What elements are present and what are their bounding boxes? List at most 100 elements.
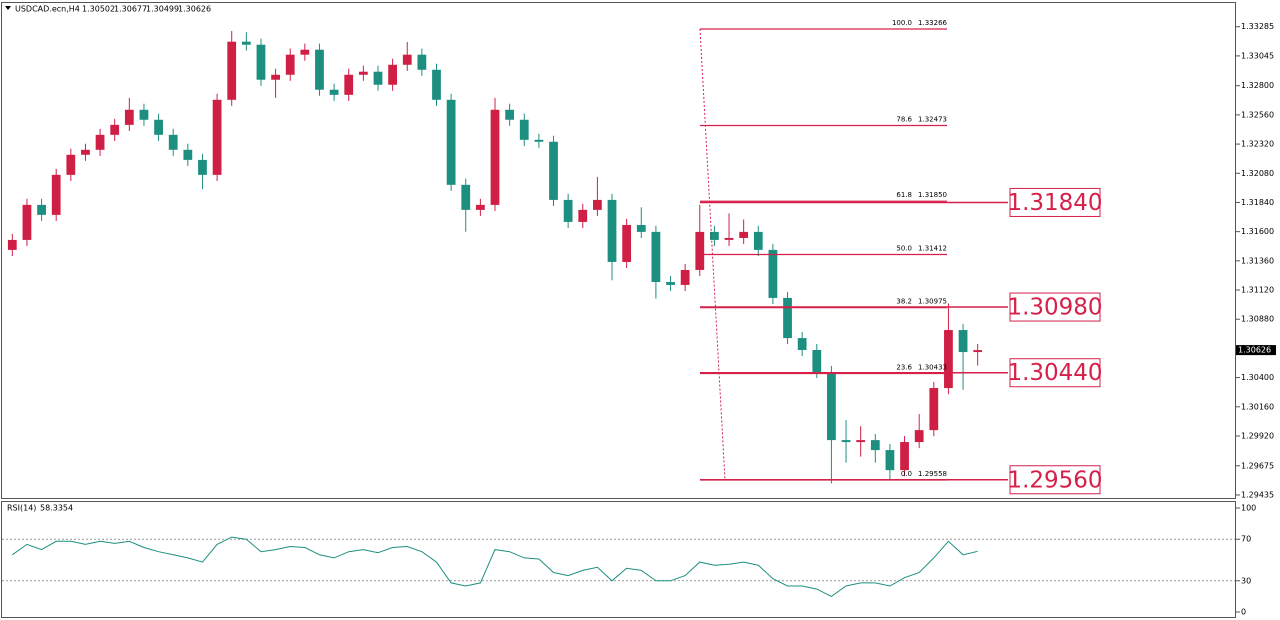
fib-price: 1.30975 [918, 298, 947, 306]
y-tick-label: 1.33045 [1241, 51, 1274, 60]
candle-body [358, 71, 368, 75]
y-tick-label: 1.31840 [1241, 198, 1274, 207]
fib-level: 38.2 [896, 298, 912, 306]
candle-body [7, 239, 17, 250]
fib-level: 23.6 [896, 364, 912, 372]
header-ohlc: 1.30626 [178, 5, 211, 14]
candle-body [724, 237, 734, 240]
candle-body [534, 139, 544, 142]
header-ohlc: 1.30499 [146, 5, 179, 14]
level-label: 1.30440 [1007, 360, 1102, 386]
fib-price: 1.32473 [918, 115, 947, 123]
candle-body [797, 338, 807, 350]
y-tick-label: 1.29435 [1241, 490, 1274, 499]
rsi-tick-label: 30 [1241, 576, 1251, 585]
fib-price: 1.31850 [918, 191, 947, 199]
y-tick-label: 1.32080 [1241, 169, 1274, 178]
candle-body [139, 109, 149, 120]
rsi-panel [1, 501, 1236, 618]
candle-body [695, 231, 705, 270]
candle-body [856, 440, 866, 443]
candle-body [95, 134, 105, 150]
candle-body [198, 159, 207, 175]
candle-body [973, 350, 983, 353]
candle-body [944, 330, 953, 389]
candle-body [680, 269, 690, 285]
candle-body [183, 149, 193, 160]
candle-body [490, 109, 500, 205]
rsi-label: RSI(14) [7, 504, 36, 513]
candle-body [885, 450, 895, 471]
candle-body [841, 440, 851, 443]
y-tick-label: 1.30400 [1241, 373, 1274, 382]
y-tick-label: 1.31600 [1241, 227, 1274, 236]
candle-body [329, 89, 339, 95]
candle-body [739, 231, 749, 238]
y-tick-label: 1.32800 [1241, 81, 1274, 90]
candle-body [549, 141, 558, 200]
fib-trend [699, 28, 726, 481]
candle-body [783, 297, 792, 339]
candle-body [81, 149, 90, 155]
candle-body [505, 109, 515, 120]
y-tick-label: 1.32560 [1241, 110, 1274, 119]
rsi-line [12, 536, 978, 597]
current-price-box [1236, 345, 1276, 356]
candle-body [256, 44, 266, 80]
level-label: 1.30980 [1007, 295, 1102, 321]
rsi-tick-label: 70 [1241, 535, 1251, 544]
candle-body [285, 54, 295, 75]
fib-level: 0.0 [901, 470, 912, 478]
candle-body [622, 224, 632, 262]
level-box [1009, 465, 1101, 495]
rsi-tick-label: 100 [1241, 504, 1256, 513]
y-tick-label: 1.30160 [1241, 402, 1274, 411]
y-tick-label: 1.29675 [1241, 461, 1274, 470]
y-tick-label: 1.31120 [1241, 286, 1274, 295]
candle-body [651, 231, 661, 282]
candle-body [607, 199, 617, 262]
candle-body [461, 184, 471, 210]
candle-body [593, 199, 602, 210]
candle-body [710, 231, 719, 240]
fib-price: 1.30433 [918, 364, 947, 372]
candle-body [154, 119, 163, 135]
fib-level: 50.0 [896, 245, 912, 253]
main-panel [1, 2, 1236, 499]
menu-arrow [5, 6, 11, 10]
candle-body [212, 99, 222, 175]
candle-body [870, 440, 880, 451]
level-box [1009, 187, 1101, 217]
fib-price: 1.33266 [918, 19, 947, 27]
level-box [1009, 292, 1101, 322]
header-ohlc: 1.30677 [114, 5, 147, 14]
candle-body [578, 209, 588, 222]
candle-body [768, 249, 778, 298]
fib-price: 1.29558 [918, 470, 947, 478]
y-tick-label: 1.29920 [1241, 431, 1274, 440]
y-tick-label: 1.30880 [1241, 315, 1274, 324]
candle-body [22, 204, 32, 240]
candle-body [300, 49, 310, 55]
candle-body [958, 330, 968, 353]
y-tick-label: 1.33285 [1241, 22, 1274, 31]
fib-price: 1.31412 [918, 245, 947, 253]
candle-body [914, 430, 924, 443]
candle-body [37, 204, 46, 215]
candle-body [753, 231, 763, 250]
y-tick-label: 1.32320 [1241, 140, 1274, 149]
rsi-tick-label: 0 [1241, 608, 1246, 617]
candle-body [446, 99, 456, 185]
header-ohlc: 1.30502 [82, 5, 115, 14]
candle-body [519, 119, 529, 140]
level-label: 1.31840 [1007, 190, 1102, 216]
candle-body [827, 372, 836, 441]
y-tick-label: 1.31360 [1241, 256, 1274, 265]
candle-body [900, 442, 909, 471]
candle-body [417, 54, 427, 70]
candle-body [475, 204, 485, 210]
rsi-current: 58.3354 [40, 504, 73, 513]
candle-body [271, 74, 280, 80]
candle-body [168, 134, 178, 150]
